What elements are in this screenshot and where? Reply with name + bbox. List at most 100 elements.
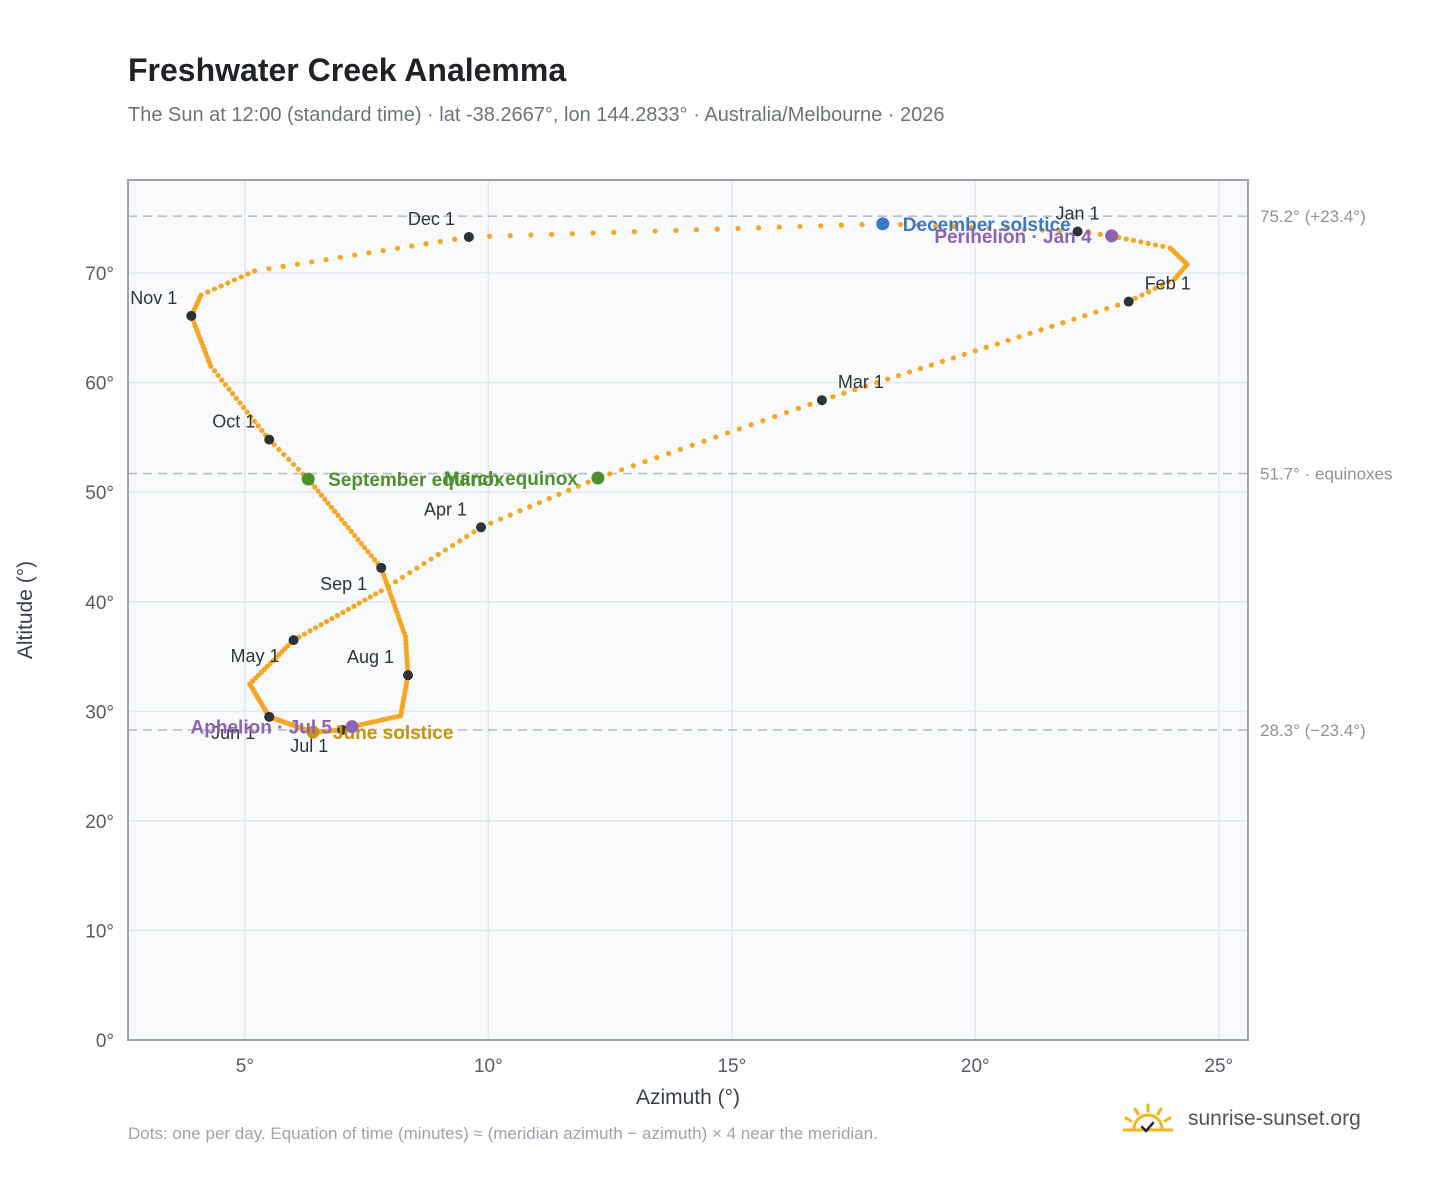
x-tick-label: 15° [717, 1056, 746, 1077]
x-tick-label: 20° [961, 1056, 990, 1077]
day-dot [318, 492, 325, 498]
brand[interactable]: sunrise-sunset.org [1120, 1102, 1361, 1136]
day-dot [428, 556, 434, 562]
day-dot [748, 422, 754, 428]
event-marker [876, 217, 890, 231]
day-dot [380, 247, 386, 254]
day-dot [1165, 279, 1171, 285]
day-dot [215, 372, 221, 379]
day-dot [301, 631, 308, 637]
day-dot [373, 591, 379, 597]
day-dot [237, 400, 243, 406]
day-dot [414, 565, 420, 571]
month-marker [463, 231, 474, 242]
day-dot [281, 451, 287, 458]
day-dot [983, 344, 989, 350]
day-dot [1172, 275, 1178, 282]
day-dot [276, 446, 282, 453]
day-dot [407, 570, 413, 576]
day-dot [776, 224, 782, 230]
day-dot [437, 238, 443, 245]
event-marker [345, 720, 359, 734]
y-tick-label: 70° [85, 264, 114, 285]
day-dot [378, 588, 384, 594]
month-marker [816, 395, 827, 406]
day-dot [590, 230, 596, 236]
day-dot [328, 504, 335, 510]
day-dot [368, 553, 374, 559]
day-dot [527, 504, 533, 510]
y-tick-label: 50° [85, 483, 114, 504]
day-dot [713, 434, 719, 440]
event-label: Perihelion · Jan 4 [934, 227, 1092, 248]
footnote: Dots: one per day. Equation of time (min… [128, 1124, 878, 1143]
day-dot [252, 268, 258, 274]
day-dot [1057, 228, 1063, 234]
month-marker [264, 711, 275, 722]
day-dot [546, 495, 552, 502]
day-dot [986, 225, 992, 231]
day-dot [309, 259, 315, 265]
day-dot [312, 625, 319, 631]
y-tick-label: 0° [96, 1031, 114, 1052]
chart-subtitle: The Sun at 12:00 (standard time) · lat -… [128, 104, 945, 126]
day-dot [1093, 309, 1099, 315]
day-dot [569, 231, 575, 237]
day-dot [714, 226, 720, 232]
day-dot [362, 597, 368, 603]
day-dot [394, 245, 401, 251]
day-dot [631, 229, 638, 235]
day-dot [464, 533, 470, 539]
day-dot [471, 529, 477, 535]
day-dot [735, 225, 741, 232]
day-dot [915, 222, 921, 228]
day-dot [219, 377, 225, 383]
month-marker [376, 562, 387, 573]
day-dot [807, 401, 813, 407]
day-dot [536, 500, 543, 506]
day-dot [329, 615, 335, 622]
day-dot [566, 487, 572, 493]
day-dot [323, 257, 329, 263]
day-dot [348, 528, 354, 535]
day-dot [318, 622, 324, 628]
day-dot [230, 391, 236, 397]
day-dot [1145, 240, 1151, 247]
day-dot [939, 358, 946, 365]
day-dot [1123, 236, 1129, 242]
day-dot [435, 551, 441, 558]
day-dot [358, 541, 364, 547]
day-dot [1060, 320, 1066, 326]
day-dot [488, 520, 494, 526]
day-dot [1152, 285, 1158, 292]
day-dot [449, 542, 456, 549]
day-dot [797, 223, 803, 230]
day-dot [724, 430, 731, 436]
day-dot [654, 454, 660, 461]
day-dot [951, 224, 957, 230]
day-dot [442, 547, 448, 553]
y-tick-label: 60° [85, 374, 114, 395]
day-dot [618, 467, 625, 473]
day-dot [409, 243, 415, 249]
day-dot [421, 560, 427, 567]
month-marker [403, 670, 413, 681]
day-dot [286, 456, 292, 462]
reference-line-label: 28.3° (−23.4°) [1260, 721, 1366, 740]
day-dot [295, 466, 302, 472]
month-label: Oct 1 [212, 412, 255, 432]
month-marker [476, 522, 487, 533]
month-label: Jan 1 [1056, 203, 1100, 223]
month-label: Sep 1 [320, 574, 367, 594]
day-dot [266, 266, 272, 272]
day-dot [1104, 306, 1110, 312]
day-dot [1139, 292, 1145, 298]
day-dot [222, 381, 228, 388]
day-dot [859, 221, 865, 228]
day-dot [783, 409, 790, 416]
day-dot [693, 227, 700, 233]
day-dot [362, 545, 368, 551]
day-dot [290, 461, 297, 467]
event-label: March equinox [444, 469, 579, 490]
day-dot [666, 450, 672, 457]
